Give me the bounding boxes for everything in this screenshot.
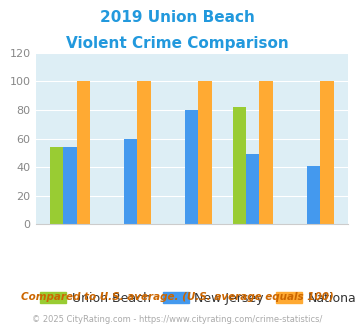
Bar bbox=[63, 147, 77, 224]
Bar bbox=[124, 139, 137, 224]
Text: © 2025 CityRating.com - https://www.cityrating.com/crime-statistics/: © 2025 CityRating.com - https://www.city… bbox=[32, 315, 323, 324]
Bar bbox=[198, 82, 212, 224]
Bar bbox=[320, 82, 334, 224]
Text: Compared to U.S. average. (U.S. average equals 100): Compared to U.S. average. (U.S. average … bbox=[21, 292, 334, 302]
Bar bbox=[307, 166, 320, 224]
Bar bbox=[137, 82, 151, 224]
Bar bbox=[233, 107, 246, 224]
Bar bbox=[246, 154, 260, 224]
Bar bbox=[185, 110, 198, 224]
Text: Violent Crime Comparison: Violent Crime Comparison bbox=[66, 36, 289, 51]
Bar bbox=[260, 82, 273, 224]
Bar bbox=[50, 147, 63, 224]
Bar bbox=[77, 82, 90, 224]
Text: 2019 Union Beach: 2019 Union Beach bbox=[100, 10, 255, 25]
Legend: Union Beach, New Jersey, National: Union Beach, New Jersey, National bbox=[35, 287, 355, 310]
